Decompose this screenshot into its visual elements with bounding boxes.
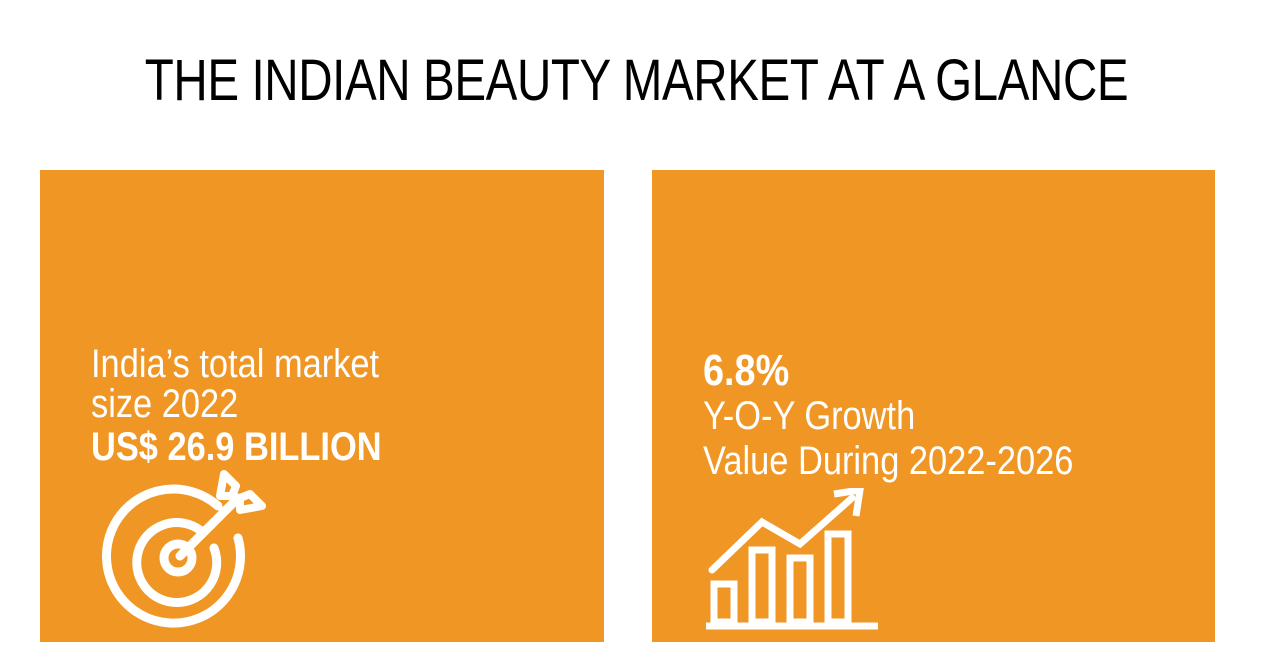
market-size-label-line2: size 2022 — [91, 382, 239, 426]
target-icon — [101, 470, 266, 628]
page-title: THE INDIAN BEAUTY MARKET AT A GLANCE — [144, 48, 1129, 113]
growth-label-line1: Y-O-Y Growth — [703, 394, 916, 438]
market-size-card: India’s total market size 2022 US$ 26.9 … — [40, 170, 604, 642]
market-size-value: US$ 26.9 BILLION — [91, 425, 382, 469]
growth-value: 6.8% — [703, 346, 790, 395]
growth-chart-icon — [706, 488, 878, 630]
market-size-label-line1: India’s total market — [91, 342, 380, 386]
growth-card: 6.8% Y-O-Y Growth Value During 2022-2026 — [652, 170, 1215, 642]
growth-label-line2: Value During 2022-2026 — [703, 439, 1074, 483]
